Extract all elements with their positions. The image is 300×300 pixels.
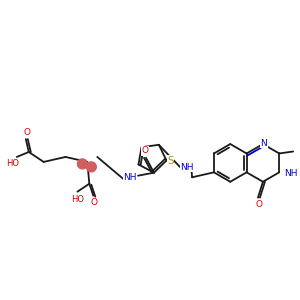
Text: O: O bbox=[256, 200, 262, 209]
Circle shape bbox=[86, 162, 96, 172]
Text: HO: HO bbox=[6, 159, 20, 168]
Text: NH: NH bbox=[180, 163, 194, 172]
Text: O: O bbox=[91, 198, 98, 207]
Text: N: N bbox=[260, 139, 267, 148]
Text: HO: HO bbox=[71, 195, 84, 204]
Text: O: O bbox=[23, 128, 30, 136]
Circle shape bbox=[77, 159, 87, 169]
Text: S: S bbox=[167, 155, 174, 166]
Text: NH: NH bbox=[123, 173, 137, 182]
Text: O: O bbox=[142, 146, 148, 155]
Text: NH: NH bbox=[284, 169, 298, 178]
